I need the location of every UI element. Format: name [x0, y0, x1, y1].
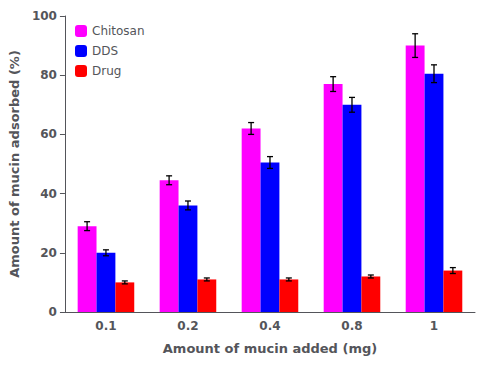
svg-text:DDS: DDS [92, 44, 118, 58]
svg-text:0: 0 [49, 305, 57, 319]
svg-text:Drug: Drug [92, 64, 121, 78]
svg-text:60: 60 [40, 127, 57, 141]
svg-text:100: 100 [32, 9, 57, 23]
svg-text:0.4: 0.4 [259, 319, 280, 333]
svg-text:Amount of mucin adsorbed (%): Amount of mucin adsorbed (%) [7, 50, 22, 278]
svg-text:0.1: 0.1 [95, 319, 116, 333]
svg-text:80: 80 [40, 68, 57, 82]
svg-text:0.8: 0.8 [341, 319, 362, 333]
svg-text:Amount of mucin added (mg): Amount of mucin added (mg) [163, 341, 377, 356]
svg-text:20: 20 [40, 246, 57, 260]
svg-text:0.2: 0.2 [177, 319, 198, 333]
svg-text:1: 1 [430, 319, 438, 333]
svg-text:Chitosan: Chitosan [92, 24, 145, 38]
svg-text:40: 40 [40, 187, 57, 201]
